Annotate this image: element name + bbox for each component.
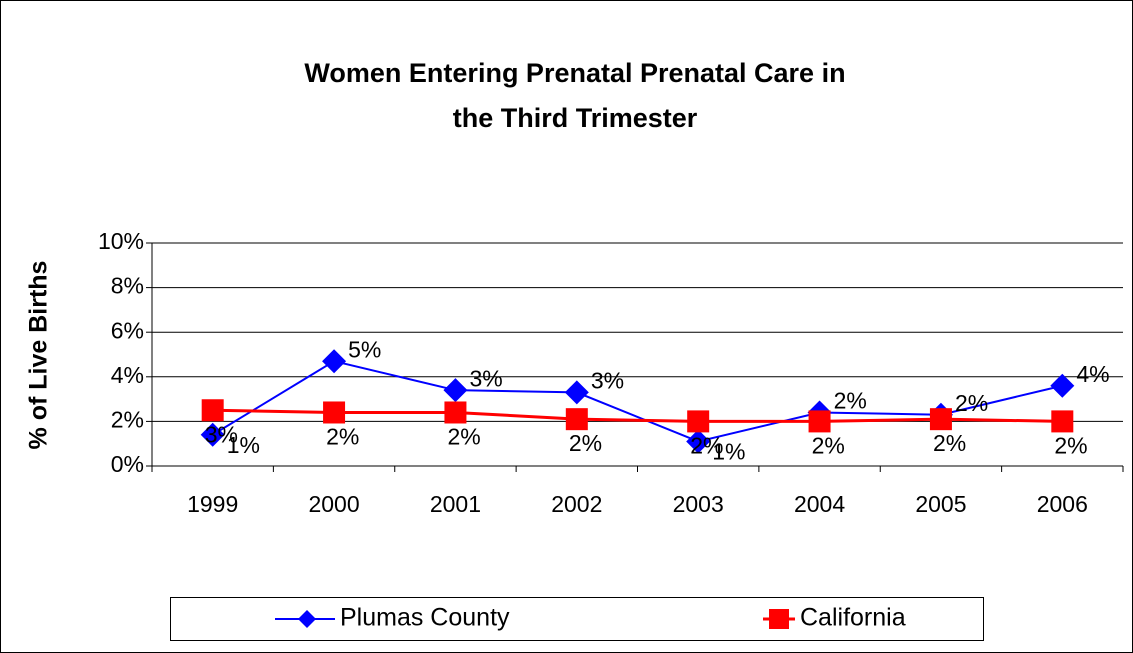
x-tick-label: 2006	[1037, 491, 1088, 517]
y-tick-label: 4%	[111, 362, 144, 388]
series-line	[212, 360, 1063, 443]
y-tick-label: 0%	[111, 451, 144, 477]
legend-label: California	[800, 604, 906, 632]
data-label: 2%	[812, 432, 845, 458]
data-point	[444, 401, 467, 424]
y-tick-label: 6%	[111, 317, 144, 343]
x-tick-label: 2000	[308, 491, 359, 517]
data-label: 2%	[447, 424, 480, 450]
series-line	[212, 408, 1063, 423]
x-tick-label: 2002	[551, 491, 602, 517]
data-label: 3%	[205, 421, 238, 447]
data-point	[564, 380, 589, 405]
data-label: 2%	[955, 390, 988, 416]
y-tick-label: 10%	[98, 228, 144, 254]
data-point	[201, 399, 224, 422]
data-label: 2%	[933, 430, 966, 456]
data-point	[323, 401, 346, 424]
y-tick-label: 2%	[111, 406, 144, 432]
data-point	[565, 408, 588, 431]
data-point	[1051, 410, 1074, 433]
x-tick-label: 2004	[794, 491, 845, 517]
data-label: 2%	[326, 424, 359, 450]
data-point	[443, 378, 468, 403]
data-point	[808, 410, 831, 433]
y-tick-label: 8%	[111, 273, 144, 299]
data-label: 2%	[1054, 432, 1087, 458]
data-point	[687, 410, 710, 433]
data-label: 1%	[227, 432, 260, 458]
data-point	[200, 422, 225, 447]
data-point	[1050, 373, 1075, 398]
data-label: 4%	[1076, 361, 1109, 387]
data-label: 2%	[569, 430, 602, 456]
data-label: 3%	[469, 365, 502, 391]
data-point	[322, 349, 347, 374]
data-label: 2%	[834, 388, 867, 414]
x-tick-label: 2001	[430, 491, 481, 517]
x-tick-label: 2005	[915, 491, 966, 517]
data-label: 1%	[712, 439, 745, 465]
legend-label: Plumas County	[340, 604, 510, 632]
x-tick-label: 2003	[673, 491, 724, 517]
legend-marker	[298, 610, 316, 628]
chart-title-line-1: Women Entering Prenatal Prenatal Care in	[304, 58, 845, 88]
data-point	[929, 408, 952, 431]
legend-marker	[769, 609, 789, 629]
chart-title-line-2: the Third Trimester	[453, 103, 698, 133]
y-axis-label: % of Live Births	[25, 261, 53, 450]
data-label: 2%	[690, 432, 723, 458]
data-point	[686, 429, 711, 454]
data-label: 5%	[348, 336, 381, 362]
x-tick-label: 1999	[187, 491, 238, 517]
data-label: 3%	[591, 367, 624, 393]
